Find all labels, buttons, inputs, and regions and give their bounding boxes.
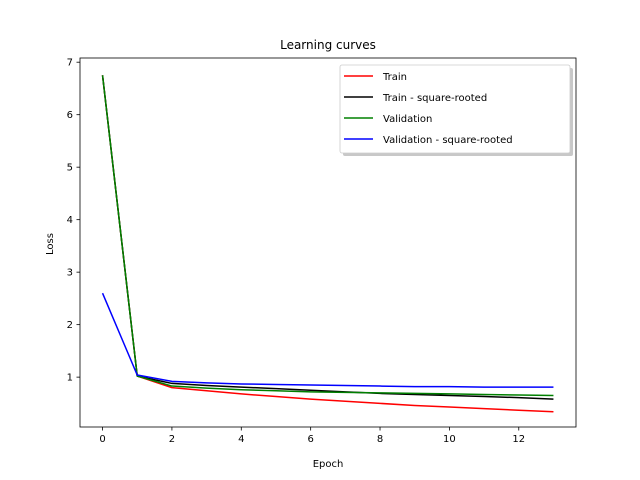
y-tick-label: 4 xyxy=(67,215,73,226)
legend-label: Validation - square-rooted xyxy=(383,135,513,146)
y-tick-label: 5 xyxy=(67,163,73,174)
x-tick-label: 2 xyxy=(169,434,175,445)
legend-label: Train xyxy=(382,72,407,83)
legend-label: Validation xyxy=(383,114,432,125)
series-line-3 xyxy=(101,75,554,397)
legend-label: Train - square-rooted xyxy=(382,93,487,104)
y-tick-label: 7 xyxy=(67,58,73,69)
y-tick-label: 3 xyxy=(67,268,73,279)
plot-area xyxy=(101,75,554,413)
plot-frame xyxy=(79,57,577,428)
series-line-1 xyxy=(101,75,554,413)
legend: Train Train - square-rooted Validation Vali… xyxy=(339,64,573,156)
x-tick-label: 0 xyxy=(99,434,105,445)
x-tick-label: 6 xyxy=(307,434,313,445)
y-axis-label: Loss xyxy=(45,233,56,255)
legend-box xyxy=(339,64,571,154)
series-line-4 xyxy=(101,292,554,388)
y-tick-label: 1 xyxy=(67,373,73,384)
x-tick-label: 8 xyxy=(377,434,383,445)
y-tick-label: 6 xyxy=(67,110,73,121)
y-tick-label: 2 xyxy=(67,320,73,331)
series-line-2 xyxy=(101,75,554,400)
x-tick-label: 12 xyxy=(512,434,525,445)
chart-title: Learning curves xyxy=(280,38,376,52)
x-axis-label: Epoch xyxy=(313,459,344,470)
x-tick-label: 10 xyxy=(443,434,456,445)
x-tick-label: 4 xyxy=(238,434,244,445)
